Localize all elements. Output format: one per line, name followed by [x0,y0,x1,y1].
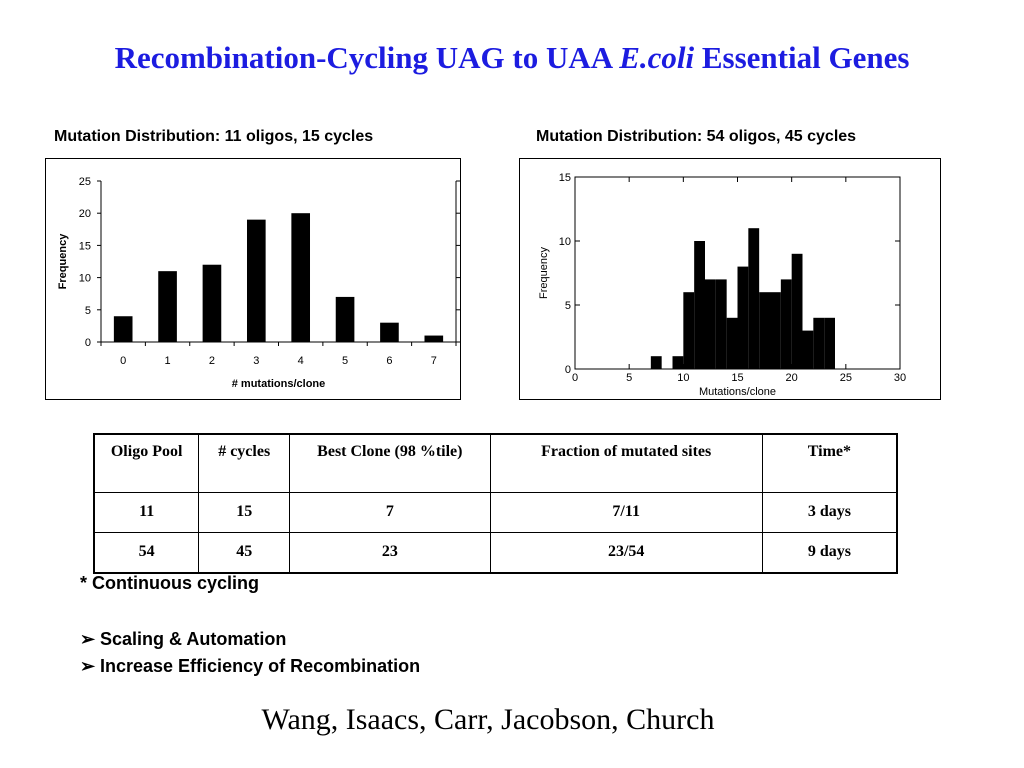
results-table: Oligo Pool # cycles Best Clone (98 %tile… [93,433,898,574]
chart1-frame: 0 5 10 15 20 25 0 1 2 3 4 5 6 7 # mutations/clone Frequ… [45,158,461,400]
chart2-bar [672,356,684,369]
chart2-y-axis-label: Frequency [538,247,550,299]
chart2-y-tick-label: 5 [565,300,571,312]
chart1-x-axis-label: # mutations/clone [232,378,326,390]
cell-cycles: 15 [198,491,291,533]
chart1-y-tick-label: 5 [85,305,91,317]
bullet-list: ➢ Scaling & Automation ➢ Increase Efficien… [80,626,420,680]
chart1-svg: 0 5 10 15 20 25 0 1 2 3 4 5 6 7 # mutations/clone Frequ… [57,176,460,390]
header-cycles: # cycles [198,433,291,493]
table-header-row: Oligo Pool # cycles Best Clone (98 %tile… [93,433,898,493]
chart2-x-tick-label: 5 [626,372,632,384]
chart1-x-tick-label: 5 [342,355,348,367]
chart2-x-axis-label: Mutations/clone [699,386,776,398]
chart1-x-tick-label: 4 [298,355,304,367]
chart1-y-tick-label: 10 [79,273,91,285]
chart2-bar [737,266,749,369]
chart2-x-tick-label: 0 [572,372,578,384]
chart2-svg: 0 5 10 15 0 5 10 15 20 25 30 Mutations/clone Frequen… [538,172,906,398]
chart1-bar [291,213,311,342]
header-best-clone: Best Clone (98 %tile) [289,433,491,493]
header-fraction: Fraction of mutated sites [489,433,763,493]
chart2-bar [802,330,814,369]
title-end: Essential Genes [694,40,910,75]
chart2-x-tick-label: 30 [894,372,906,384]
table-row: 54 45 23 23/54 9 days [93,531,898,573]
chart1-x-tick-label: 1 [165,355,171,367]
chart1-y-tick-label: 25 [79,176,91,188]
chart2-frame: 0 5 10 15 0 5 10 15 20 25 30 Mutations/clone Frequen… [519,158,941,400]
chart1-bar [380,322,399,342]
chart2-x-tick-label: 10 [677,372,689,384]
chart1-y-tick-label: 15 [79,240,91,252]
chart2-bar [759,292,770,369]
chart2-y-tick-label: 10 [559,236,571,248]
chart1-bar [335,296,355,342]
chart1-bar [424,335,444,342]
chart1-y-tick-label: 0 [85,337,91,349]
header-oligo-pool: Oligo Pool [93,433,200,493]
cell-cycles: 45 [198,531,291,573]
bullet-text: Increase Efficiency of Recombination [100,656,421,676]
arrow-bullet-icon: ➢ [80,629,96,649]
header-time: Time* [761,433,898,493]
cell-fraction: 7/11 [489,491,763,533]
chart2-x-tick-label: 25 [840,372,852,384]
cell-best-clone: 7 [289,491,491,533]
cell-time: 3 days [761,491,898,533]
chart2-bar [694,241,705,369]
chart2-bar [824,317,835,369]
chart2-bar [780,279,792,369]
chart2-x-tick-label: 15 [731,372,743,384]
cell-time: 9 days [761,531,898,573]
cell-best-clone: 23 [289,531,491,573]
chart1-title: Mutation Distribution: 11 oligos, 15 cyc… [54,128,374,145]
slide-title: Recombination-Cycling UAG to UAA E.coli … [0,40,1024,76]
title-italic: E.coli [619,40,695,75]
cell-oligo-pool: 11 [93,491,200,533]
chart2-bar [650,356,662,369]
title-main: Recombination-Cycling UAG to UAA [114,40,620,75]
chart1-x-tick-label: 3 [253,355,259,367]
chart2-bar [770,292,781,369]
table-row: 11 15 7 7/11 3 days [93,491,898,533]
chart1-y-tick-label: 20 [79,208,91,220]
chart2-bar [748,228,760,369]
chart1-x-tick-label: 2 [209,355,215,367]
footnote: * Continuous cycling [80,573,260,593]
chart1-bar [158,271,177,342]
chart2-x-tick-label: 20 [786,372,798,384]
chart2-title: Mutation Distribution: 54 oligos, 45 cyc… [536,128,857,145]
chart1-bar [113,316,133,342]
chart1-x-tick-label: 7 [431,355,437,367]
chart2-bar [726,317,738,369]
chart1-bar [202,264,222,342]
chart1-x-tick-label: 6 [386,355,392,367]
arrow-bullet-icon: ➢ [80,656,96,676]
chart2-bar [683,292,695,369]
chart1-x-tick-label: 0 [120,355,126,367]
bullet-item: ➢ Scaling & Automation [80,626,420,653]
bullet-text: Scaling & Automation [100,629,287,649]
chart1-bar [246,219,266,342]
authors: Wang, Isaacs, Carr, Jacobson, Church [261,703,715,736]
bullet-item: ➢ Increase Efficiency of Recombination [80,653,420,680]
chart1-y-axis-label: Frequency [57,233,69,290]
chart2-y-tick-label: 15 [559,172,571,184]
chart2-bar [813,317,825,369]
cell-fraction: 23/54 [489,531,763,573]
chart2-y-tick-label: 0 [565,364,571,376]
chart2-bar [705,279,716,369]
chart2-bar [791,253,803,369]
cell-oligo-pool: 54 [93,531,200,573]
chart2-bar [715,279,727,369]
